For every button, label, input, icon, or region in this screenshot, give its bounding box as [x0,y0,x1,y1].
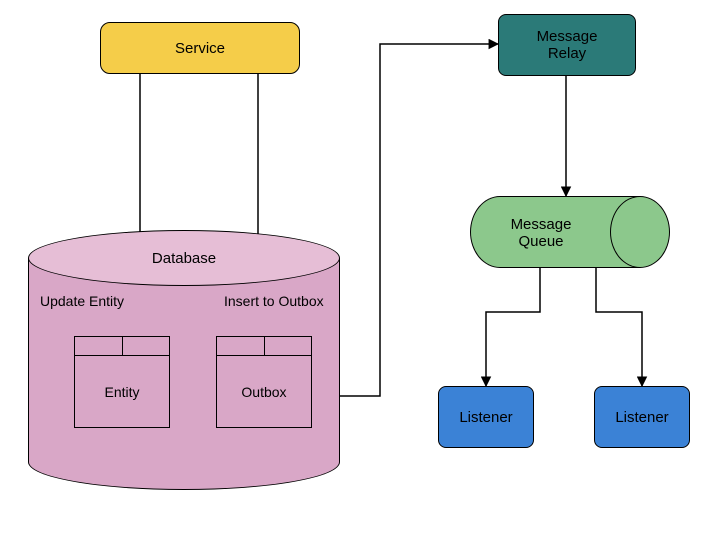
entity-table-header [74,336,170,356]
entity-table-label: Entity [104,384,139,400]
outbox-table-header [216,336,312,356]
message-queue-cylinder: MessageQueue [470,196,670,268]
listener1-node: Listener [438,386,534,448]
service-label: Service [175,40,225,57]
insert-outbox-label: Insert to Outbox [224,293,324,309]
listener2-node: Listener [594,386,690,448]
database-label: Database [28,250,340,267]
entity-table: Entity [74,336,170,428]
listener1-label: Listener [459,409,512,426]
entity-table-body: Entity [74,356,170,428]
edge-mq-to-listener1 [486,268,540,386]
message-queue-label: MessageQueue [471,197,611,269]
relay-node: MessageRelay [498,14,636,76]
update-entity-label: Update Entity [40,293,124,309]
edge-mq-to-listener2 [596,268,642,386]
outbox-table: Outbox [216,336,312,428]
service-node: Service [100,22,300,74]
message-queue-cap [610,196,670,268]
relay-label: MessageRelay [537,28,598,62]
outbox-table-body: Outbox [216,356,312,428]
listener2-label: Listener [615,409,668,426]
outbox-table-label: Outbox [241,384,286,400]
